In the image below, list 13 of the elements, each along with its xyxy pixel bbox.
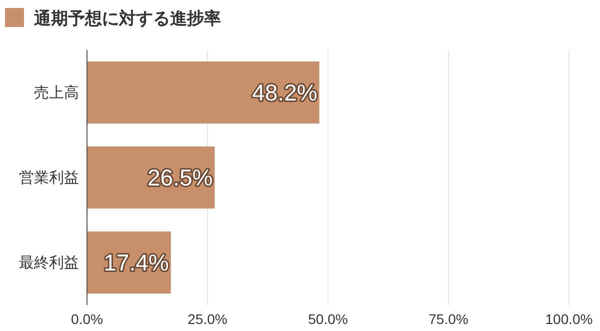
data-label: 48.2% <box>252 80 318 106</box>
x-tick-label: 0.0% <box>71 311 103 327</box>
y-tick-label: 売上高 <box>34 84 79 102</box>
data-label: 26.5% <box>148 164 213 190</box>
x-tick-label: 25.0% <box>188 311 228 327</box>
x-tick-label: 50.0% <box>308 311 348 327</box>
legend-label: 通期予想に対する進捗率 <box>33 9 221 28</box>
x-tick-label: 75.0% <box>428 311 468 327</box>
data-label: 17.4% <box>104 250 169 276</box>
y-tick-label: 営業利益 <box>19 170 79 186</box>
bar <box>87 61 320 124</box>
x-tick-label: 100.0% <box>545 311 593 327</box>
y-tick-label: 最終利益 <box>19 254 79 272</box>
